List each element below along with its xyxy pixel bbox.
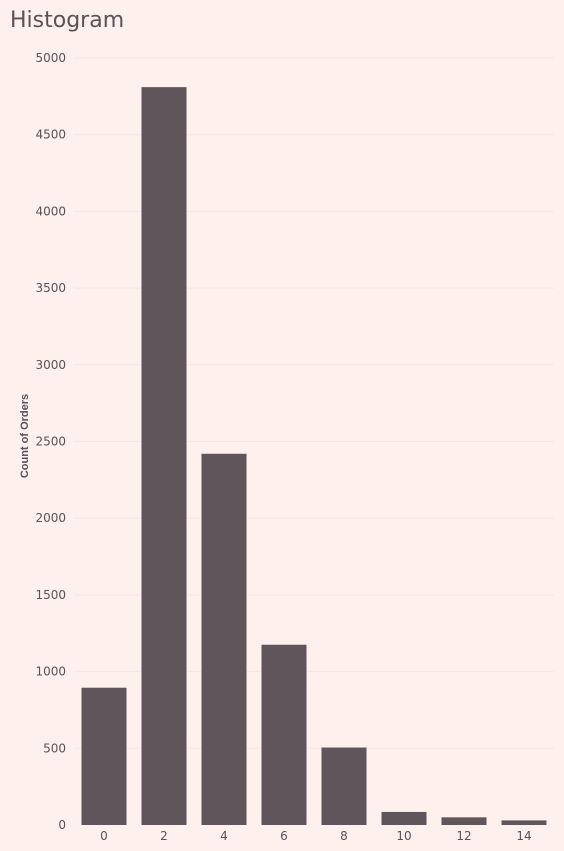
x-tick-label: 14	[516, 829, 531, 843]
x-axis-ticks: 0 2 4 6 8 10 12 14	[100, 829, 531, 843]
x-tick-label: 0	[100, 829, 108, 843]
bar-2[interactable]	[141, 87, 187, 826]
x-tick-label: 8	[340, 829, 348, 843]
bar-0[interactable]	[81, 687, 127, 825]
x-tick-label: 4	[220, 829, 228, 843]
y-tick-label: 1000	[35, 665, 66, 679]
x-tick-label: 2	[160, 829, 168, 843]
bar-14[interactable]	[501, 820, 547, 825]
y-tick-label: 2500	[35, 435, 66, 449]
y-tick-label: 2000	[35, 511, 66, 525]
y-axis-label: Count of Orders	[19, 394, 31, 478]
y-axis-ticks: 0 500 1000 1500 2000 2500 3000 3500 4000 4500 5000	[35, 51, 66, 832]
y-tick-label: 0	[58, 818, 66, 832]
bars	[81, 87, 547, 826]
bar-10[interactable]	[381, 811, 427, 825]
y-tick-label: 500	[43, 741, 66, 755]
x-tick-label: 6	[280, 829, 288, 843]
x-tick-label: 12	[456, 829, 471, 843]
bar-8[interactable]	[321, 747, 367, 825]
y-tick-label: 4500	[35, 128, 66, 142]
bar-6[interactable]	[261, 644, 307, 825]
y-tick-label: 3000	[35, 358, 66, 372]
y-tick-label: 4000	[35, 204, 66, 218]
y-tick-label: 5000	[35, 51, 66, 65]
chart-title: Histogram	[10, 8, 125, 33]
y-tick-label: 3500	[35, 281, 66, 295]
bar-12[interactable]	[441, 817, 487, 825]
y-tick-label: 1500	[35, 588, 66, 602]
x-tick-label: 10	[396, 829, 411, 843]
bar-4[interactable]	[201, 453, 247, 825]
